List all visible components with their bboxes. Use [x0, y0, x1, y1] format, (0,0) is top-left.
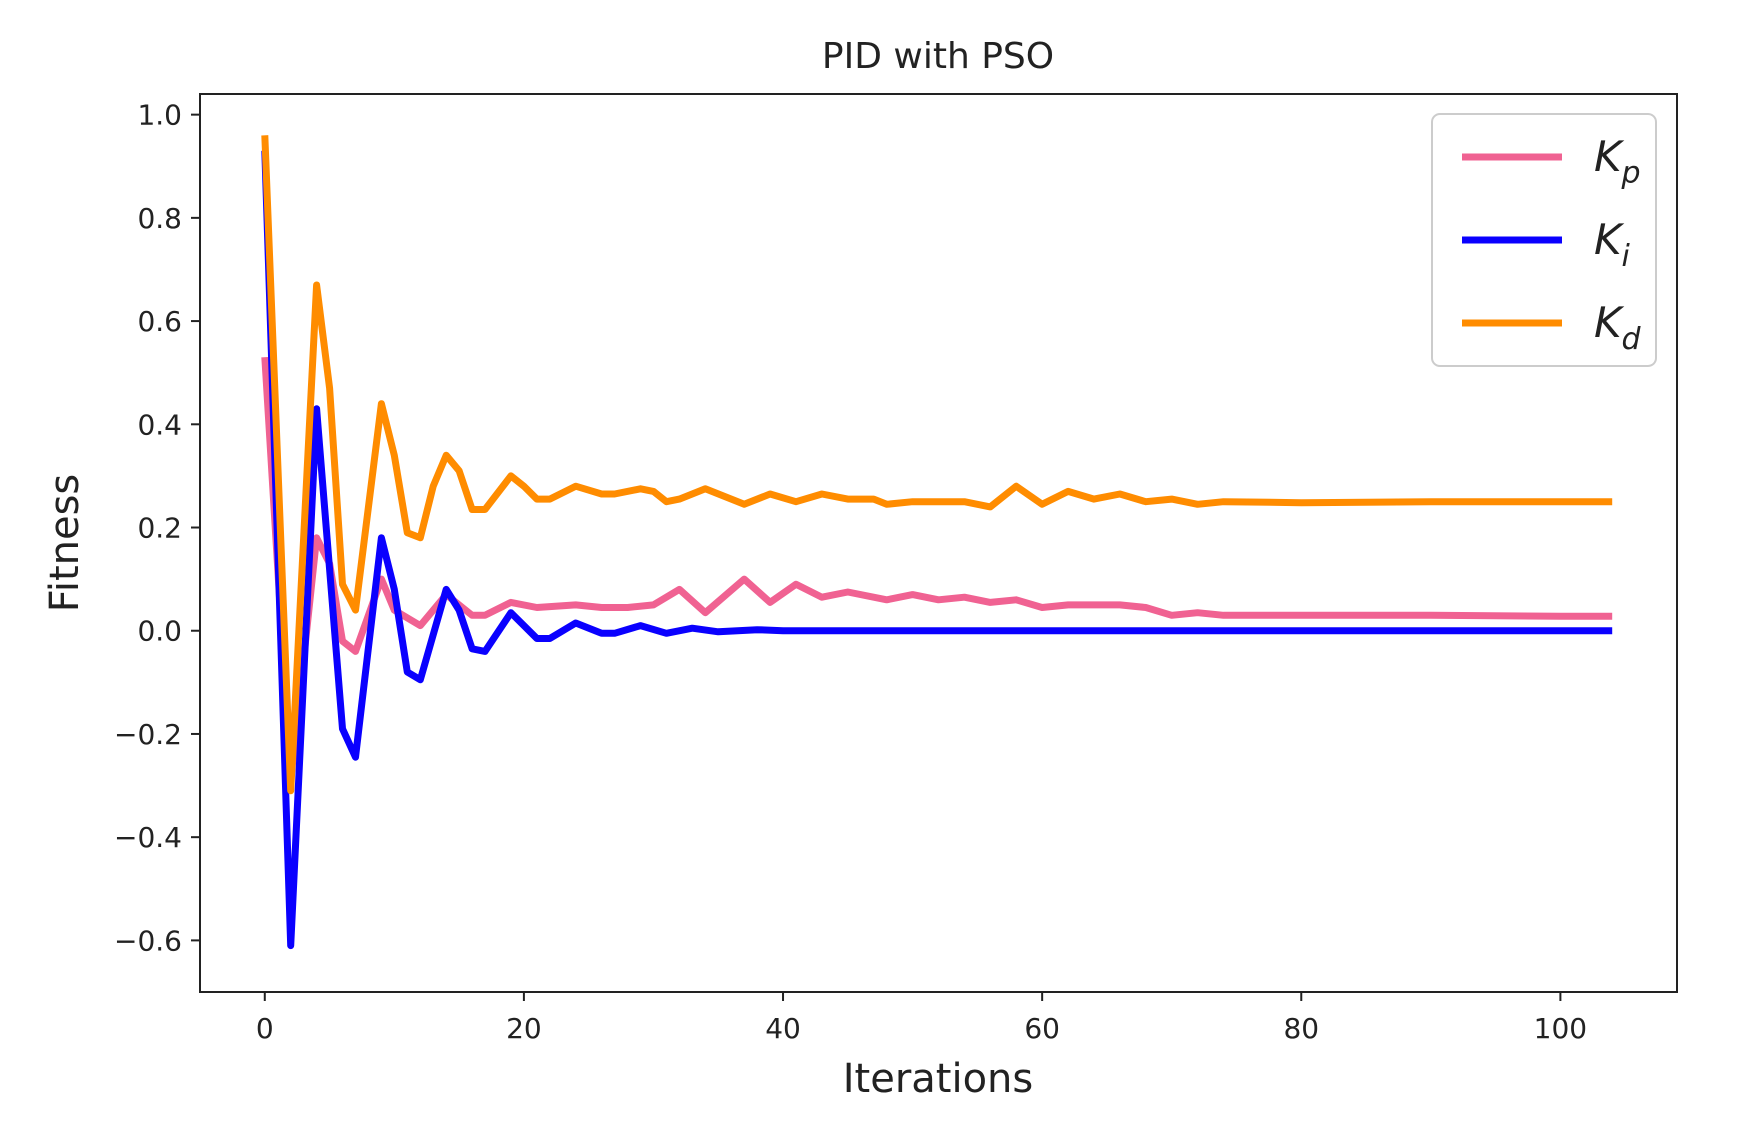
- series-line-i: [261, 150, 1613, 950]
- x-tick-label: 60: [1024, 1012, 1060, 1045]
- legend: Kp Ki Kd: [1431, 113, 1657, 367]
- legend-label-d: Kd: [1594, 298, 1642, 357]
- y-tick-label: −0.2: [114, 718, 182, 751]
- x-axis-label: Iterations: [843, 1056, 1034, 1102]
- y-axis-label: Fitness: [42, 474, 88, 613]
- chart-title: PID with PSO: [822, 36, 1054, 77]
- y-tick-label: −0.4: [114, 821, 182, 854]
- y-tick-label: 0.6: [137, 305, 182, 338]
- x-axis: 0 20 40 60 80 100: [256, 992, 1587, 1045]
- y-tick-label: 0.4: [137, 408, 182, 441]
- legend-label-p: Kp: [1594, 132, 1641, 191]
- y-tick-label: 1.0: [137, 99, 182, 132]
- series-line-d: [261, 135, 1613, 795]
- x-tick-label: 80: [1283, 1012, 1319, 1045]
- y-axis: 1.0 0.8 0.6 0.4 0.2 0.0 −0.2 −0.4 −0.6: [114, 99, 200, 957]
- series-line-p: [261, 356, 1613, 784]
- y-tick-label: 0.0: [137, 615, 182, 648]
- x-tick-label: 0: [256, 1012, 274, 1045]
- legend-label-i: Ki: [1594, 215, 1631, 274]
- x-tick-label: 40: [765, 1012, 801, 1045]
- y-tick-label: −0.6: [114, 924, 182, 957]
- x-tick-label: 100: [1534, 1012, 1587, 1045]
- y-tick-label: 0.8: [137, 202, 182, 235]
- series-layer: [261, 135, 1613, 950]
- y-tick-label: 0.2: [137, 512, 182, 545]
- plot-frame: [199, 93, 1678, 993]
- x-tick-label: 20: [506, 1012, 542, 1045]
